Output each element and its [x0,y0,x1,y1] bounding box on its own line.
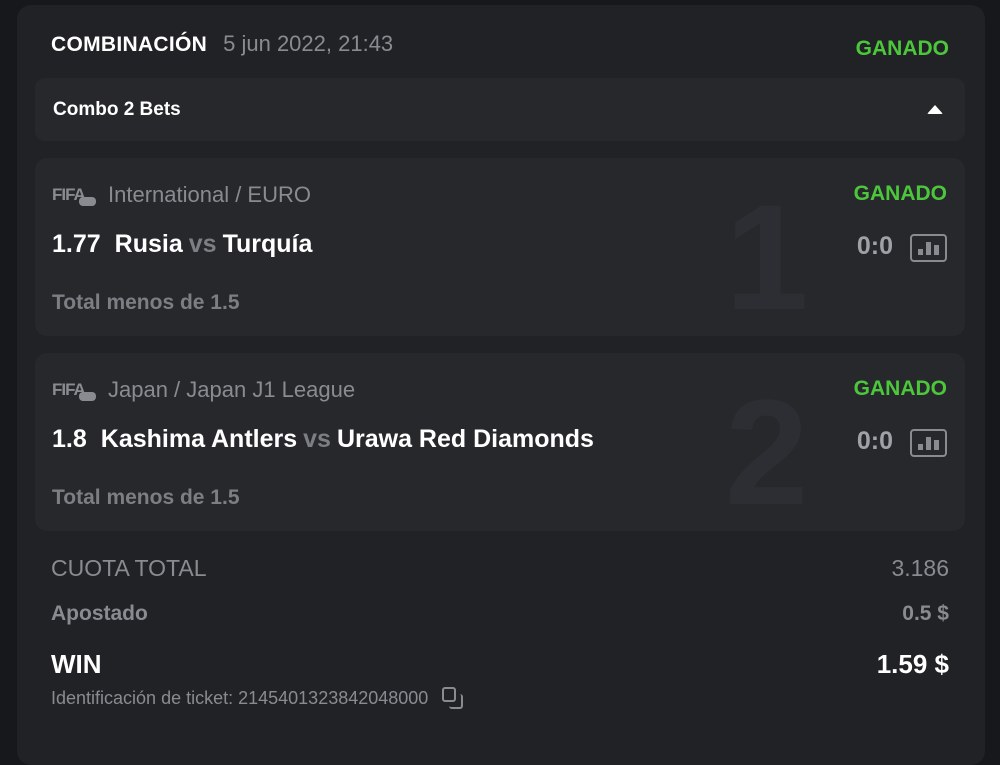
bet-card-1: 1 FIFA International / EURO GANADO 1.77 R… [35,158,965,336]
stake-value: 0.5 $ [902,602,949,625]
fifa-icon: FIFA [52,185,98,206]
match: 1.8 Kashima Antlers vs Urawa Red Diamonds [52,425,594,453]
match-score: 0:0 [856,427,893,455]
bet-market: Total menos de 1.5 [52,486,240,509]
bet-index: 1 [725,173,809,336]
bet-odd: 1.77 [52,230,101,258]
caret-up-icon [927,105,943,114]
away-team: Turquía [222,230,313,258]
ticket-status: GANADO [855,37,949,60]
bet-status: GANADO [853,377,947,400]
home-team: Rusia [114,230,183,258]
combo-label: Combo 2 Bets [53,98,181,120]
copy-icon[interactable] [442,687,464,709]
bet-ticket-card: COMBINACIÓN 5 jun 2022, 21:43 GANADO Com… [17,5,985,765]
bet-index: 2 [725,368,809,531]
ticket-id: Identificación de ticket: 21454013238420… [51,687,464,709]
combo-toggle[interactable]: Combo 2 Bets [35,78,965,141]
home-team: Kashima Antlers [100,425,298,453]
stake-row: Apostado 0.5 $ [51,602,949,625]
bet-datetime: 5 jun 2022, 21:43 [223,31,394,56]
league-name: Japan / Japan J1 League [108,377,356,402]
ticket-header: COMBINACIÓN 5 jun 2022, 21:43 [51,31,393,57]
match: 1.77 Rusia vs Turquía [52,230,313,258]
match-score: 0:0 [856,232,893,260]
total-odds-value: 3.186 [891,555,949,581]
league-name: International / EURO [108,182,311,207]
win-row: WIN 1.59 $ [51,649,949,679]
bet-card-2: 2 FIFA Japan / Japan J1 League GANADO 1.… [35,353,965,531]
bet-status: GANADO [853,182,947,205]
bet-type: COMBINACIÓN [51,33,208,56]
fifa-icon: FIFA [52,380,98,401]
away-team: Urawa Red Diamonds [336,425,594,453]
stats-icon[interactable] [910,429,947,457]
bet-odd: 1.8 [52,425,87,453]
total-odds-row: CUOTA TOTAL 3.186 [51,555,949,581]
win-value: 1.59 $ [876,649,949,679]
bet-market: Total menos de 1.5 [52,291,240,314]
stats-icon[interactable] [910,234,947,262]
